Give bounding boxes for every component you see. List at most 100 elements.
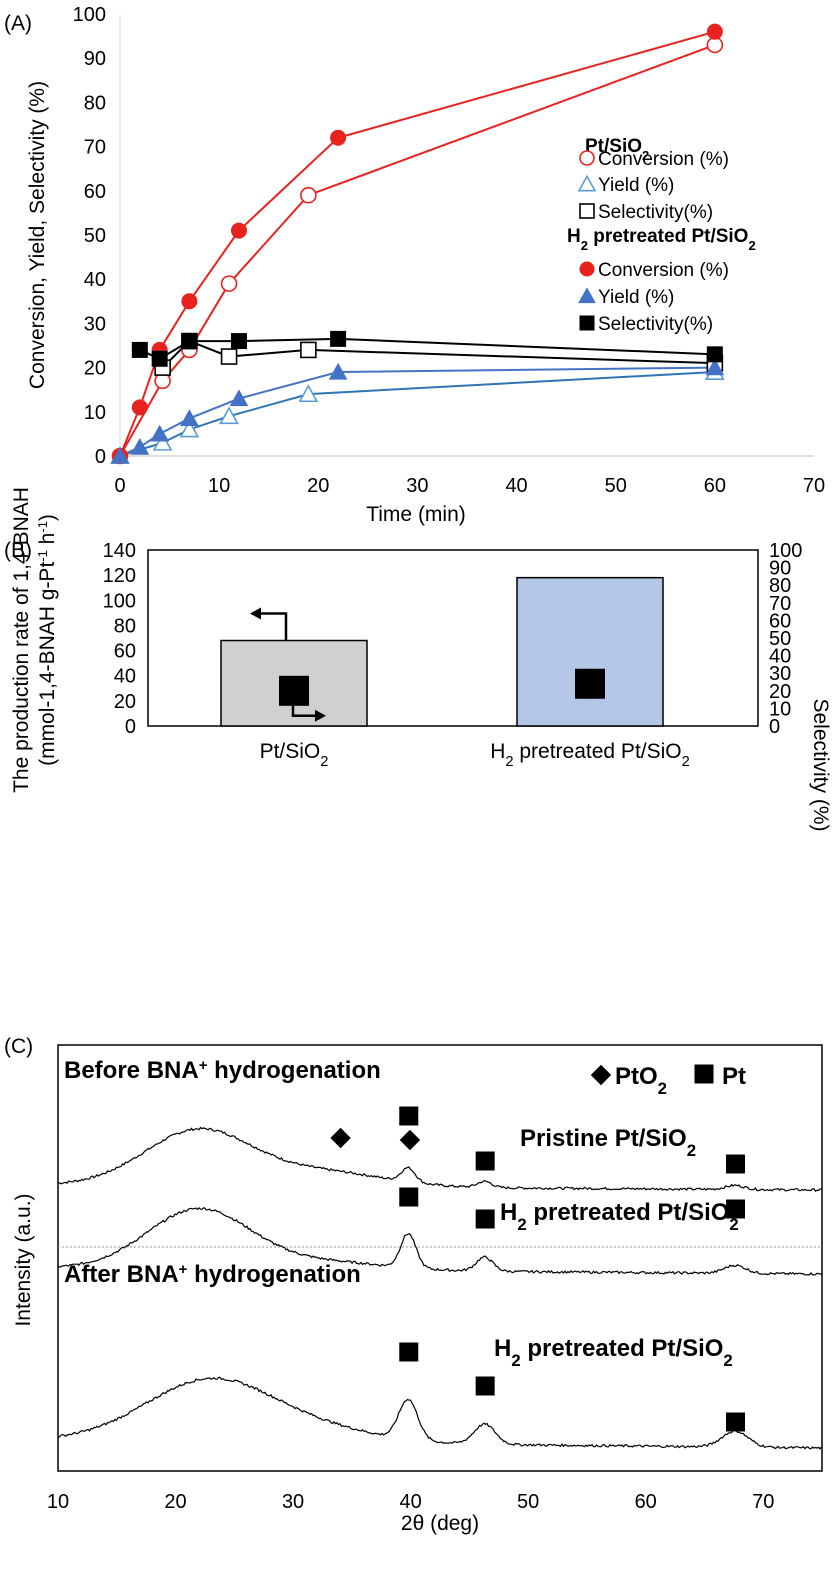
panel-c-pt-peak-marker: [726, 1412, 746, 1432]
panel-a-legend-label: Yield (%): [598, 175, 674, 196]
panel-c-label: (C): [4, 1035, 33, 1058]
panel-c-trace-label: H2 pretreated Pt/SiO2: [494, 1335, 733, 1370]
panel-a-point-triangle: [705, 358, 725, 376]
panel-b-right-y-label: Selectivity (%): [809, 698, 832, 831]
panel-a-y-tick-label: 80: [84, 92, 106, 114]
panel-a-point-triangle: [219, 406, 239, 425]
panel-a-legend-marker-triangle: [578, 287, 596, 304]
panel-a-point-square: [151, 350, 168, 367]
panel-a-point-triangle: [298, 384, 319, 403]
panel-a-y-tick-label: 100: [73, 4, 106, 26]
panel-b-right-tick-label: 30: [769, 663, 791, 685]
panel-a-series-line: [119, 366, 715, 457]
panel-a: (A) 0 10 20 30 40 50 60 70 80 90 100 0 10 20 30 40 50 60…: [4, 4, 825, 526]
panel-c-x-tick-label: 50: [517, 1491, 539, 1513]
panel-a-y-tick-label: 0: [95, 446, 106, 468]
panel-a-legend-marker-triangle: [577, 174, 597, 192]
panel-a-point-square: [706, 346, 723, 363]
panel-b-category-labels: Pt/SiO2 H2 pretreated Pt/SiO2: [260, 740, 690, 770]
panel-a-point-circle: [706, 23, 723, 40]
panel-c-pto2-peak-marker: [399, 1129, 421, 1151]
panel-c-pt-peak-marker: [475, 1209, 495, 1229]
panel-a-legend-label: Yield (%): [598, 287, 674, 308]
panel-a-point-triangle: [179, 419, 200, 438]
panel-c-pt-peak-marker: [726, 1154, 746, 1174]
panel-b-right-axis-arrowhead: [315, 709, 326, 722]
panel-a-point-circle: [300, 186, 317, 204]
panel-a-y-tick-label: 10: [84, 402, 106, 424]
panel-c: (C) 10 20 30 40 50 60 70 2θ (deg) Intensity (a…: [4, 1035, 823, 1535]
panel-a-x-tick-label: 0: [114, 475, 125, 497]
panel-c-pt-peak-marker: [726, 1199, 746, 1219]
panel-c-x-label: 2θ (deg): [401, 1512, 479, 1535]
panel-b-left-tick-label: 140: [103, 540, 136, 562]
panel-b-right-tick-label: 60: [769, 610, 791, 632]
panel-c-pt-peak-marker: [475, 1376, 495, 1396]
panel-b-right-tick-label: 40: [769, 646, 791, 668]
panel-b-y-label-line1: The production rate of 1,4-BNAH: [10, 487, 33, 793]
panel-c-xrd-trace: [57, 1376, 822, 1450]
panel-c-x-tick-label: 30: [282, 1491, 304, 1513]
panel-c-x-tick-label: 70: [752, 1491, 774, 1513]
panel-a-point-triangle: [229, 389, 249, 407]
panel-a-point-circle: [181, 293, 198, 310]
panel-a-point-square: [181, 333, 198, 350]
panel-c-xrd-trace: [57, 1206, 822, 1276]
panel-b-left-tick-label: 40: [114, 666, 136, 688]
panel-b-right-tick-label: 100: [769, 540, 802, 562]
panel-b-bars: [220, 576, 664, 727]
panel-a-point-square: [330, 330, 347, 347]
panel-b-category-label: Pt/SiO2: [260, 740, 329, 770]
panel-a-y-tick-label: 60: [84, 181, 106, 203]
panel-a-x-tick-label: 60: [704, 475, 726, 497]
panel-b-left-tick-label: 120: [103, 565, 136, 587]
panel-c-legend-square: [694, 1064, 714, 1084]
panel-a-series: [110, 23, 725, 465]
panel-a-x-tick-label: 50: [605, 475, 627, 497]
panel-b-left-axis-arrow-line: [259, 612, 288, 641]
panel-a-x-ticks: 0 10 20 30 40 50 60 70: [114, 475, 825, 497]
panel-b-left-ticks: 0 20 40 60 80 100 120 140: [103, 540, 136, 738]
panel-a-point-circle: [706, 36, 724, 54]
panel-a-point-triangle: [328, 362, 348, 380]
panel-a-legend-group-title: H2 pretreated Pt/SiO2: [567, 226, 756, 253]
panel-b-left-tick-label: 100: [103, 590, 136, 612]
panel-a-series-line: [119, 371, 715, 457]
panel-c-pto2-peak-marker: [330, 1127, 351, 1149]
panel-c-xrd-trace: [57, 1126, 822, 1192]
panel-b-right-tick-label: 70: [769, 593, 791, 615]
panel-b-axis-arrows: [250, 607, 326, 722]
panel-a-x-tick-label: 20: [307, 475, 329, 497]
panel-b-left-tick-label: 20: [114, 691, 136, 713]
panel-a-series-line: [119, 44, 716, 457]
panel-c-trace-label: Pristine Pt/SiO2: [520, 1125, 696, 1160]
panel-a-point-triangle: [150, 424, 170, 442]
panel-a-point-triangle: [110, 446, 130, 464]
panel-a-x-tick-label: 70: [803, 475, 825, 497]
panel-a-y-tick-label: 20: [84, 358, 106, 380]
panel-a-point-circle: [230, 222, 247, 239]
panel-c-header-before: Before BNA+ hydrogenation: [64, 1057, 381, 1085]
panel-a-legend-marker-square: [579, 203, 595, 219]
panel-b-left-axis-arrowhead: [250, 607, 261, 620]
panel-a-point-triangle: [130, 438, 150, 455]
panel-b-bar: [516, 576, 664, 727]
panel-a-x-label: Time (min): [366, 503, 466, 526]
panel-a-x-tick-label: 40: [505, 475, 527, 497]
panel-b-category-label: H2 pretreated Pt/SiO2: [490, 740, 690, 770]
panel-c-x-tick-label: 10: [47, 1491, 69, 1513]
panel-a-point-square: [220, 348, 238, 365]
panel-a-y-label: Conversion, Yield, Selectivity (%): [26, 81, 49, 389]
panel-b-frame: [147, 549, 759, 727]
panel-b-right-tick-label: 50: [769, 628, 791, 650]
panel-a-point-circle: [220, 275, 238, 292]
panel-b-right-tick-label: 90: [769, 558, 791, 580]
panel-c-x-ticks: 10 20 30 40 50 60 70: [47, 1491, 774, 1513]
panel-c-pt-peak-marker: [399, 1187, 419, 1207]
panel-a-point-circle: [330, 129, 347, 146]
panel-a-y-tick-label: 30: [84, 313, 106, 335]
panel-c-legend-label-pto2: PtO2: [615, 1063, 667, 1098]
